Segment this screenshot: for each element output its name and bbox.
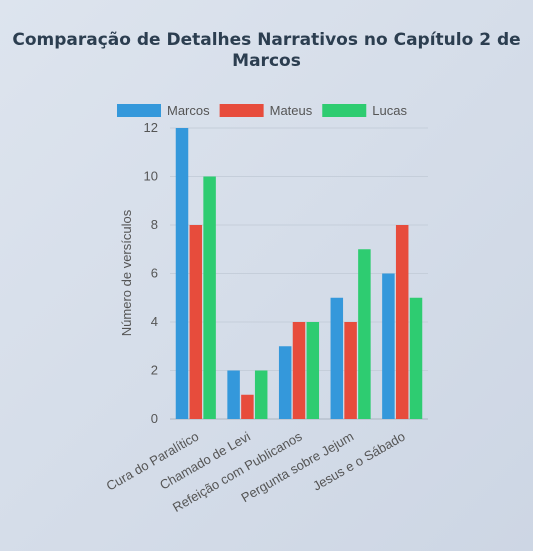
legend: Marcos Mateus Lucas [117,103,407,118]
bar-marcos-0 [175,128,189,419]
legend-swatch-mateus [219,104,264,117]
bar-lucas-2 [306,322,320,419]
bar-marcos-4 [382,273,395,419]
bar-mateus-4 [395,225,409,419]
bar-marcos-3 [330,297,344,419]
legend-label-mateus: Mateus [270,103,313,118]
bar-mateus-3 [344,322,357,419]
y-tick-label: 2 [151,363,158,378]
bar-mateus-1 [241,394,254,419]
x-tick-label: Cura do Paralítico [104,429,202,494]
legend-swatch-lucas [322,104,367,117]
bar-marcos-1 [227,370,240,419]
legend-label-marcos: Marcos [167,103,210,118]
bar-marcos-2 [278,346,292,419]
bar-mateus-0 [189,225,203,419]
y-tick-label: 0 [151,411,158,426]
y-axis-title: Número de versículos [119,209,134,336]
y-tick-label: 10 [144,169,158,184]
y-tick-label: 4 [151,314,158,329]
x-tick-label: Jesus e o Sábado [310,429,408,494]
y-tick-label: 8 [151,217,158,232]
bar-lucas-4 [409,297,423,419]
bars [175,128,423,419]
bar-lucas-1 [254,370,268,419]
y-tick-label: 12 [144,120,158,135]
bar-lucas-3 [358,249,371,419]
bar-lucas-0 [203,176,216,419]
y-axis-ticks: 0 2 4 6 8 10 12 [144,120,158,426]
legend-swatch-marcos [117,104,161,117]
legend-label-lucas: Lucas [372,103,407,118]
chart-title: Comparação de Detalhes Narrativos no Cap… [12,30,521,71]
bar-mateus-2 [292,322,306,419]
y-tick-label: 6 [151,266,158,281]
